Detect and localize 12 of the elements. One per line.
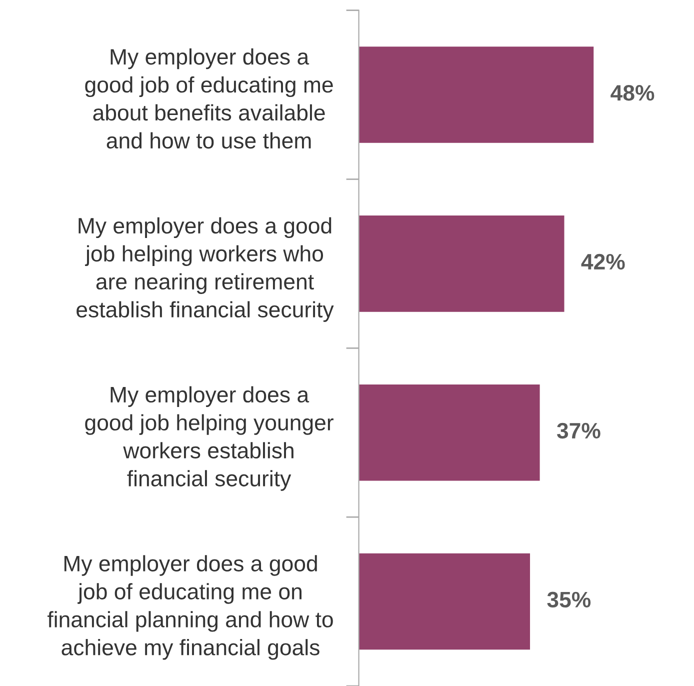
- y-tick-label: My employer does a good job of educating me on financial planning and how to achieve my financial goals: [48, 555, 333, 660]
- bar: [358, 553, 530, 650]
- data-label: 35%: [547, 592, 591, 608]
- data-label: 37%: [556, 422, 600, 439]
- data-label: 42%: [581, 254, 625, 270]
- bar: [358, 384, 540, 481]
- y-tick-label: My employer does a good job helping younger workers establish financial security: [85, 386, 334, 491]
- bar: [358, 216, 564, 312]
- data-label: 48%: [610, 84, 654, 101]
- y-tick-label: My employer does a good job helping workers who are nearing retirement establish financial security: [76, 217, 334, 322]
- bar: [358, 46, 594, 143]
- y-tick-label: My employer does a good job of educating me about benefits available and how to use them: [85, 48, 333, 149]
